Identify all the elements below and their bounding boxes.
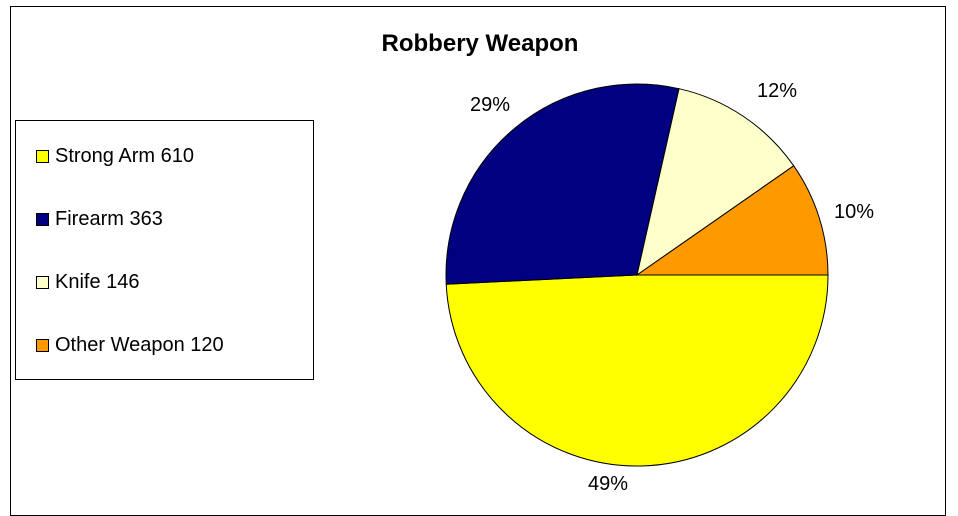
pie-label-knife: 12%: [757, 80, 797, 102]
legend-item-other-weapon: Other Weapon 120: [36, 334, 224, 357]
pie-slice-knife: [636, 88, 795, 277]
pie-label-firearm: 29%: [470, 94, 510, 116]
legend: Strong Arm 610 Firearm 363 Knife 146 Oth…: [15, 120, 314, 380]
legend-label-other-weapon: Other Weapon 120: [55, 334, 224, 356]
pie-label-other-weapon: 10%: [834, 201, 874, 223]
legend-swatch-other-weapon: [36, 339, 49, 352]
pie-slice-strong-arm: [445, 274, 829, 467]
pie-slice-other-weapon: [635, 165, 829, 276]
pie-label-strong-arm: 49%: [588, 473, 628, 495]
legend-item-knife: Knife 146: [36, 271, 140, 294]
legend-swatch-strong-arm: [36, 150, 49, 163]
legend-swatch-knife: [36, 276, 49, 289]
chart-title: Robbery Weapon: [381, 30, 579, 57]
pie-slice-firearm: [445, 83, 680, 285]
legend-label-firearm: Firearm 363: [55, 208, 163, 230]
legend-swatch-firearm: [36, 213, 49, 226]
legend-label-strong-arm: Strong Arm 610: [55, 145, 194, 167]
legend-label-knife: Knife 146: [55, 271, 140, 293]
legend-item-firearm: Firearm 363: [36, 208, 163, 231]
legend-item-strong-arm: Strong Arm 610: [36, 145, 194, 168]
pie-chart: 49% 29% 12% 10%: [445, 80, 874, 495]
